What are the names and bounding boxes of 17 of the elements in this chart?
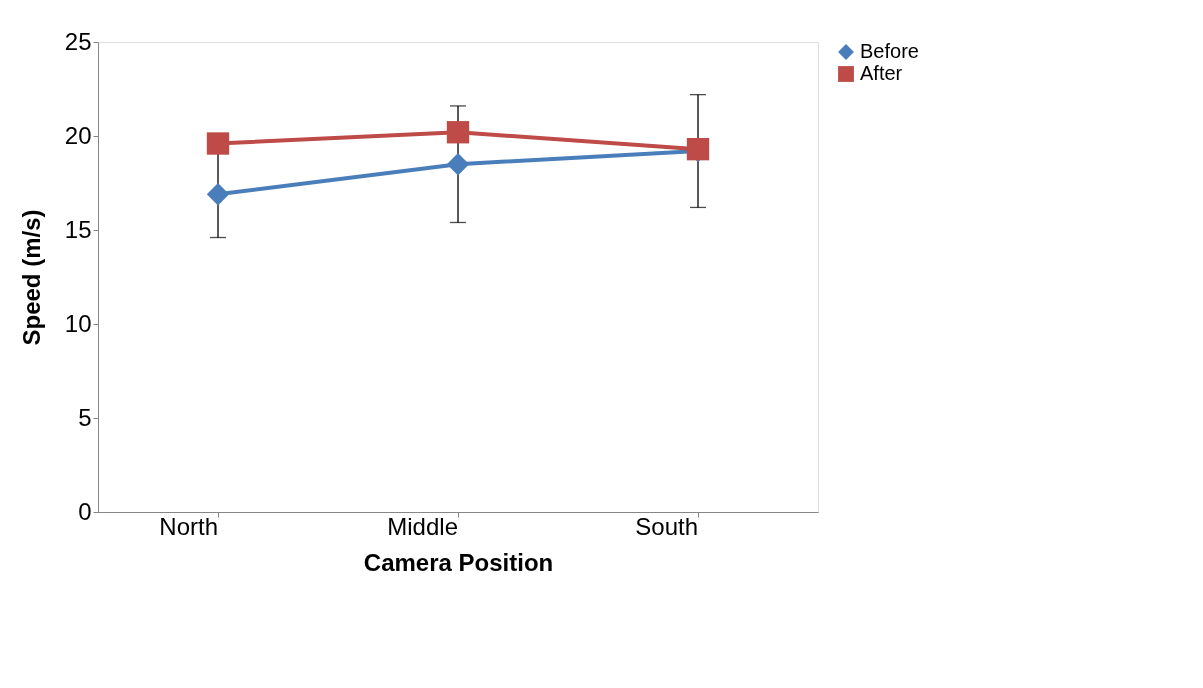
point	[446, 121, 470, 144]
x-axis-title: Camera Position	[363, 548, 554, 576]
point	[446, 153, 470, 176]
x-tick-label: North	[159, 512, 218, 540]
point	[206, 183, 230, 206]
x-tick-label: South	[635, 512, 698, 540]
legend-label: After	[860, 62, 903, 84]
y-tick-label: 0	[78, 497, 92, 525]
legend-label: Before	[860, 40, 919, 62]
y-tick-label: 15	[64, 215, 92, 243]
y-tick-label: 10	[64, 309, 92, 337]
x-tick-label: Middle	[387, 512, 458, 540]
point	[206, 132, 230, 155]
y-tick-label: 25	[64, 27, 92, 55]
y-axis-title: Speed (m/s)	[17, 209, 45, 346]
y-tick-label: 20	[64, 121, 92, 149]
y-tick-label: 5	[78, 403, 92, 431]
